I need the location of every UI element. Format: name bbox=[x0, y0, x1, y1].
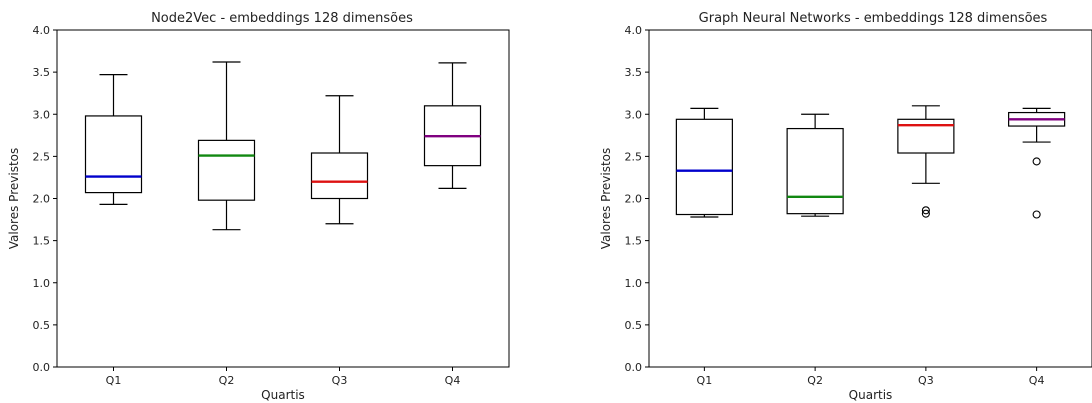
iqr-box bbox=[786, 127, 844, 215]
y-tick-label: 1.5 bbox=[625, 235, 643, 248]
outlier-point bbox=[921, 209, 930, 218]
box-q3 bbox=[897, 105, 955, 218]
x-tick-label-q2: Q2 bbox=[219, 374, 235, 387]
box-q1 bbox=[675, 107, 733, 218]
y-tick-label: 3.5 bbox=[625, 66, 643, 79]
x-axis-label: Quartis bbox=[849, 388, 893, 402]
y-tick-label: 4.0 bbox=[625, 24, 643, 37]
x-tick-label-q4: Q4 bbox=[1029, 374, 1045, 387]
outlier-point bbox=[1032, 157, 1041, 166]
iqr-box bbox=[310, 152, 369, 200]
chart-panel-1: 0.0 0.5 1.0 1.5 2.0 2.5 3.0 3.5 4.0 Q1 Q2 Q3 Q4 Node2… bbox=[7, 11, 510, 402]
iqr-box bbox=[197, 139, 256, 201]
y-axis-label: Valores Previstos bbox=[599, 148, 613, 250]
box-q1 bbox=[84, 74, 143, 205]
y-axis-label: Valores Previstos bbox=[7, 148, 21, 250]
y-tick-label: 2.0 bbox=[33, 193, 51, 206]
y-tick-label: 0.0 bbox=[625, 361, 643, 374]
x-tick-label-q1: Q1 bbox=[697, 374, 713, 387]
y-tick-label: 4.0 bbox=[33, 24, 51, 37]
y-tick-label: 3.5 bbox=[33, 66, 51, 79]
y-tick-label: 2.5 bbox=[33, 150, 51, 163]
outlier-point bbox=[1032, 210, 1041, 219]
iqr-box bbox=[675, 118, 733, 216]
y-tick-label: 3.0 bbox=[625, 108, 643, 121]
y-tick-label: 0.5 bbox=[33, 319, 51, 332]
chart-title: Graph Neural Networks - embeddings 128 d… bbox=[699, 11, 1048, 26]
x-tick-label-q1: Q1 bbox=[106, 374, 122, 387]
y-tick-label: 1.5 bbox=[33, 235, 51, 248]
box-q4 bbox=[423, 62, 482, 189]
y-tick-label: 1.0 bbox=[625, 277, 643, 290]
x-axis-label: Quartis bbox=[261, 388, 305, 402]
plot-frame bbox=[648, 29, 1092, 368]
y-tick-label: 2.5 bbox=[625, 150, 643, 163]
chart-panel-2: 0.0 0.5 1.0 1.5 2.0 2.5 3.0 3.5 4.0 Q1 Q2 Q3 Q4 Graph… bbox=[599, 11, 1092, 402]
chart-title: Node2Vec - embeddings 128 dimensões bbox=[151, 11, 413, 26]
iqr-box bbox=[897, 118, 955, 154]
y-tick-label: 3.0 bbox=[33, 108, 51, 121]
x-tick-label-q3: Q3 bbox=[332, 374, 348, 387]
y-tick-label: 1.0 bbox=[33, 277, 51, 290]
box-q2 bbox=[197, 61, 256, 231]
y-tick-label: 0.0 bbox=[33, 361, 51, 374]
x-tick-label-q3: Q3 bbox=[918, 374, 934, 387]
plot-frame bbox=[56, 29, 510, 368]
box-q3 bbox=[310, 95, 369, 225]
box-q4 bbox=[1008, 107, 1066, 219]
outlier-point bbox=[921, 206, 930, 215]
y-tick-label: 0.5 bbox=[625, 319, 643, 332]
y-tick-label: 2.0 bbox=[625, 193, 643, 206]
iqr-box bbox=[84, 115, 143, 194]
x-tick-label-q4: Q4 bbox=[445, 374, 461, 387]
x-tick-label-q2: Q2 bbox=[807, 374, 823, 387]
box-q2 bbox=[786, 113, 844, 217]
